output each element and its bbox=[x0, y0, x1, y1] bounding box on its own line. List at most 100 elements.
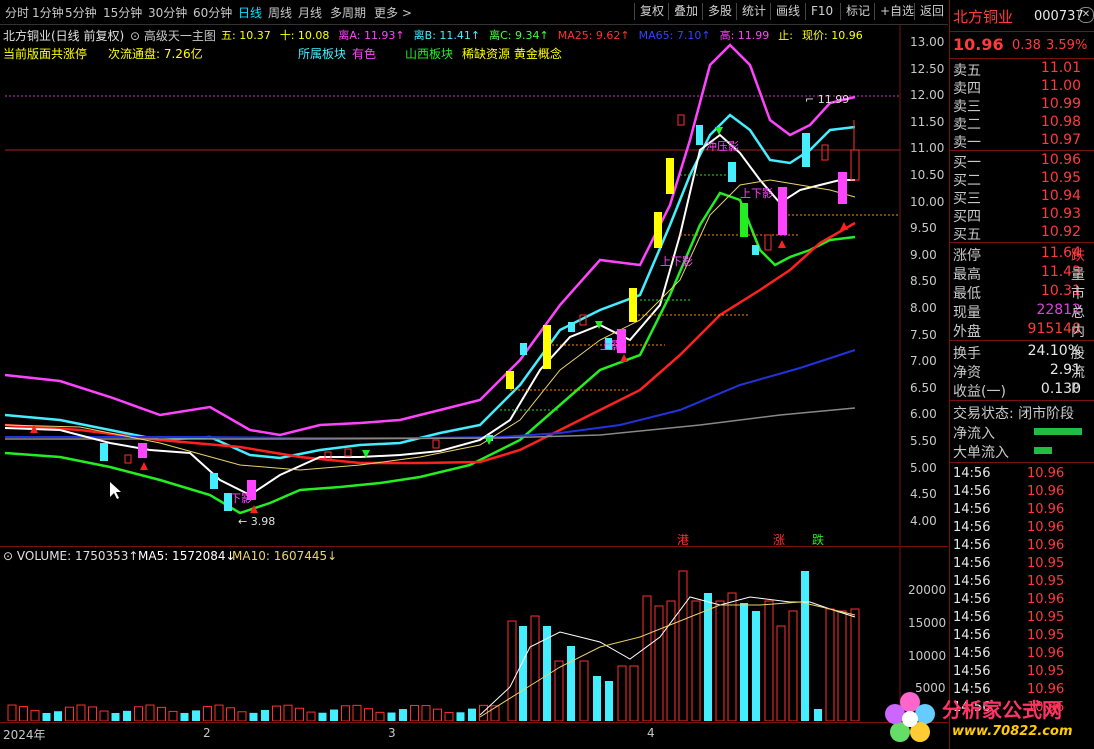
ask-row[interactable]: 卖五 11.01 bbox=[953, 60, 1081, 79]
price-axis-tick: 13.00 bbox=[910, 35, 945, 49]
band-a-line bbox=[4, 43, 856, 437]
ma65-line bbox=[5, 349, 856, 439]
volume-bar bbox=[88, 706, 97, 721]
period-tab-30min[interactable]: 30分钟 bbox=[148, 6, 188, 20]
adjust-button[interactable]: 复权 bbox=[634, 3, 669, 20]
price-axis-tick: 10.50 bbox=[910, 168, 945, 182]
stats-button[interactable]: 统计 bbox=[736, 3, 771, 20]
volume-dropdown[interactable]: ⊙ VOLUME: 1750353↑ bbox=[3, 549, 139, 563]
volume-bar bbox=[318, 712, 327, 721]
period-tab-weekly[interactable]: 周线 bbox=[268, 6, 293, 20]
volume-bar bbox=[444, 712, 454, 721]
draw-line-button[interactable]: 画线 bbox=[770, 3, 805, 20]
price-axis-tick: 9.00 bbox=[910, 247, 937, 262]
volume-axis-tick: 15000 bbox=[908, 616, 947, 630]
region-label[interactable]: 山西板块 bbox=[405, 47, 454, 61]
mark-button[interactable]: 标记 bbox=[840, 3, 875, 20]
volume-axis-tick: 20000 bbox=[908, 583, 947, 597]
add-watchlist-button[interactable]: +自选 bbox=[874, 3, 919, 20]
ask-row[interactable]: 卖三 10.99 bbox=[953, 96, 1081, 115]
volume-chart-panel[interactable]: ⊙ VOLUME: 1750353↑ MA5: 1572084↓ MA10: 1… bbox=[0, 547, 948, 721]
ask-row[interactable]: 卖二 10.98 bbox=[953, 114, 1081, 133]
f10-button[interactable]: F10 bbox=[805, 3, 838, 20]
volume-bar bbox=[272, 705, 281, 721]
volume-bar bbox=[456, 712, 465, 721]
volume-bar bbox=[295, 707, 304, 721]
indicator-dropdown[interactable]: ⊙ 高级天一主图 bbox=[130, 29, 216, 43]
ma10-line bbox=[4, 179, 856, 471]
period-tab-15min[interactable]: 15分钟 bbox=[103, 6, 143, 20]
annotation-label: 上下影 bbox=[740, 187, 773, 200]
volume-bar bbox=[825, 608, 835, 721]
volume-bar bbox=[226, 707, 235, 721]
bid-row[interactable]: 买一 10.96 bbox=[953, 152, 1081, 171]
period-tab-1min[interactable]: 1分钟 bbox=[32, 6, 64, 20]
indicator-value: MA25: 9.62↑ bbox=[557, 29, 630, 42]
indicator-value: 高: 11.99 bbox=[719, 29, 770, 42]
price-axis-tick: 6.50 bbox=[910, 380, 937, 395]
period-tab-monthly[interactable]: 月线 bbox=[298, 6, 323, 20]
ask-row[interactable]: 卖四 11.00 bbox=[953, 78, 1081, 97]
volume-bar bbox=[530, 615, 540, 721]
close-icon[interactable]: ✕ bbox=[1078, 7, 1094, 23]
bid-row[interactable]: 买三 10.94 bbox=[953, 188, 1081, 207]
kline-chart-panel[interactable]: 北方铜业(日线 前复权) ⊙ 高级天一主图 五: 10.37 十: 10.08 离A… bbox=[0, 25, 948, 547]
indicator-name: 高级天一主图 bbox=[143, 29, 216, 43]
volume-ma10-label: MA10: 1607445↓ bbox=[232, 549, 338, 563]
band-b-line bbox=[4, 113, 856, 460]
concept-label[interactable]: 稀缺资源 黄金概念 bbox=[462, 47, 562, 61]
event-label[interactable]: 涨 bbox=[773, 533, 786, 547]
bid-row[interactable]: 买五 10.92 bbox=[953, 224, 1081, 243]
volume-bar bbox=[237, 711, 247, 721]
volume-bar bbox=[642, 595, 652, 721]
period-tab-more[interactable]: 更多 > bbox=[374, 6, 412, 20]
tick-row: 14:56 10.95 bbox=[953, 664, 1065, 679]
volume-bar bbox=[192, 710, 200, 721]
volume-ma10-line bbox=[479, 601, 856, 718]
date-axis: 2024年 2 3 4 bbox=[0, 722, 948, 747]
volume-bar bbox=[764, 600, 774, 721]
ask-row[interactable]: 卖一 10.97 bbox=[953, 132, 1081, 151]
period-tab-fenshi[interactable]: 分时 bbox=[5, 6, 30, 20]
limit-up-info: 当前版面共涨停 bbox=[3, 47, 88, 61]
price-axis-tick: 7.00 bbox=[910, 354, 937, 369]
stat-turnover: 换手 24.10% 股 bbox=[953, 343, 1085, 362]
event-label[interactable]: 港 bbox=[677, 533, 690, 547]
flower-logo-icon bbox=[885, 692, 935, 742]
volume-bar bbox=[283, 704, 293, 721]
volume-bar bbox=[567, 646, 575, 721]
volume-bar bbox=[261, 709, 269, 721]
volume-bar bbox=[727, 592, 737, 721]
bid-row[interactable]: 买二 10.95 bbox=[953, 170, 1081, 189]
big-inflow-row: 大单流入 bbox=[950, 442, 1094, 461]
indicator-value: 现价: 10.96 bbox=[802, 29, 863, 42]
price-axis-tick: 9.50 bbox=[910, 221, 937, 236]
volume-bar bbox=[691, 600, 701, 721]
volume-bar bbox=[507, 620, 517, 721]
volume-bar bbox=[617, 665, 627, 721]
volume-bar bbox=[654, 605, 664, 721]
price-axis-tick: 5.50 bbox=[910, 434, 937, 448]
period-tab-5min[interactable]: 5分钟 bbox=[65, 6, 97, 20]
indicator-value: 五: 10.37 bbox=[221, 29, 271, 42]
stat-eps: 收益(一) 0.130 P bbox=[953, 381, 1081, 400]
volume-bar bbox=[801, 571, 809, 721]
sector-value[interactable]: 有色 bbox=[352, 47, 377, 61]
bid-row[interactable]: 买四 10.93 bbox=[953, 206, 1081, 225]
period-tab-daily[interactable]: 日线 bbox=[238, 6, 263, 20]
period-tab-multi[interactable]: 多周期 bbox=[330, 6, 367, 20]
annotation-label: 冲压影 bbox=[706, 140, 739, 153]
overlay-button[interactable]: 叠加 bbox=[668, 3, 703, 20]
volume-bar bbox=[306, 711, 316, 721]
period-tab-60min[interactable]: 60分钟 bbox=[193, 6, 233, 20]
volume-bar bbox=[54, 711, 62, 721]
price-axis-tick: 8.00 bbox=[910, 301, 937, 315]
volume-bar bbox=[579, 660, 589, 721]
event-label[interactable]: 跌 bbox=[812, 533, 825, 547]
tick-row: 14:56 10.95 bbox=[953, 556, 1065, 571]
multi-stock-button[interactable]: 多股 bbox=[702, 3, 737, 20]
back-button[interactable]: 返回 bbox=[914, 3, 949, 20]
indicator-value: 止: bbox=[778, 29, 794, 42]
volume-bar bbox=[76, 704, 86, 721]
volume-bar bbox=[7, 704, 17, 721]
